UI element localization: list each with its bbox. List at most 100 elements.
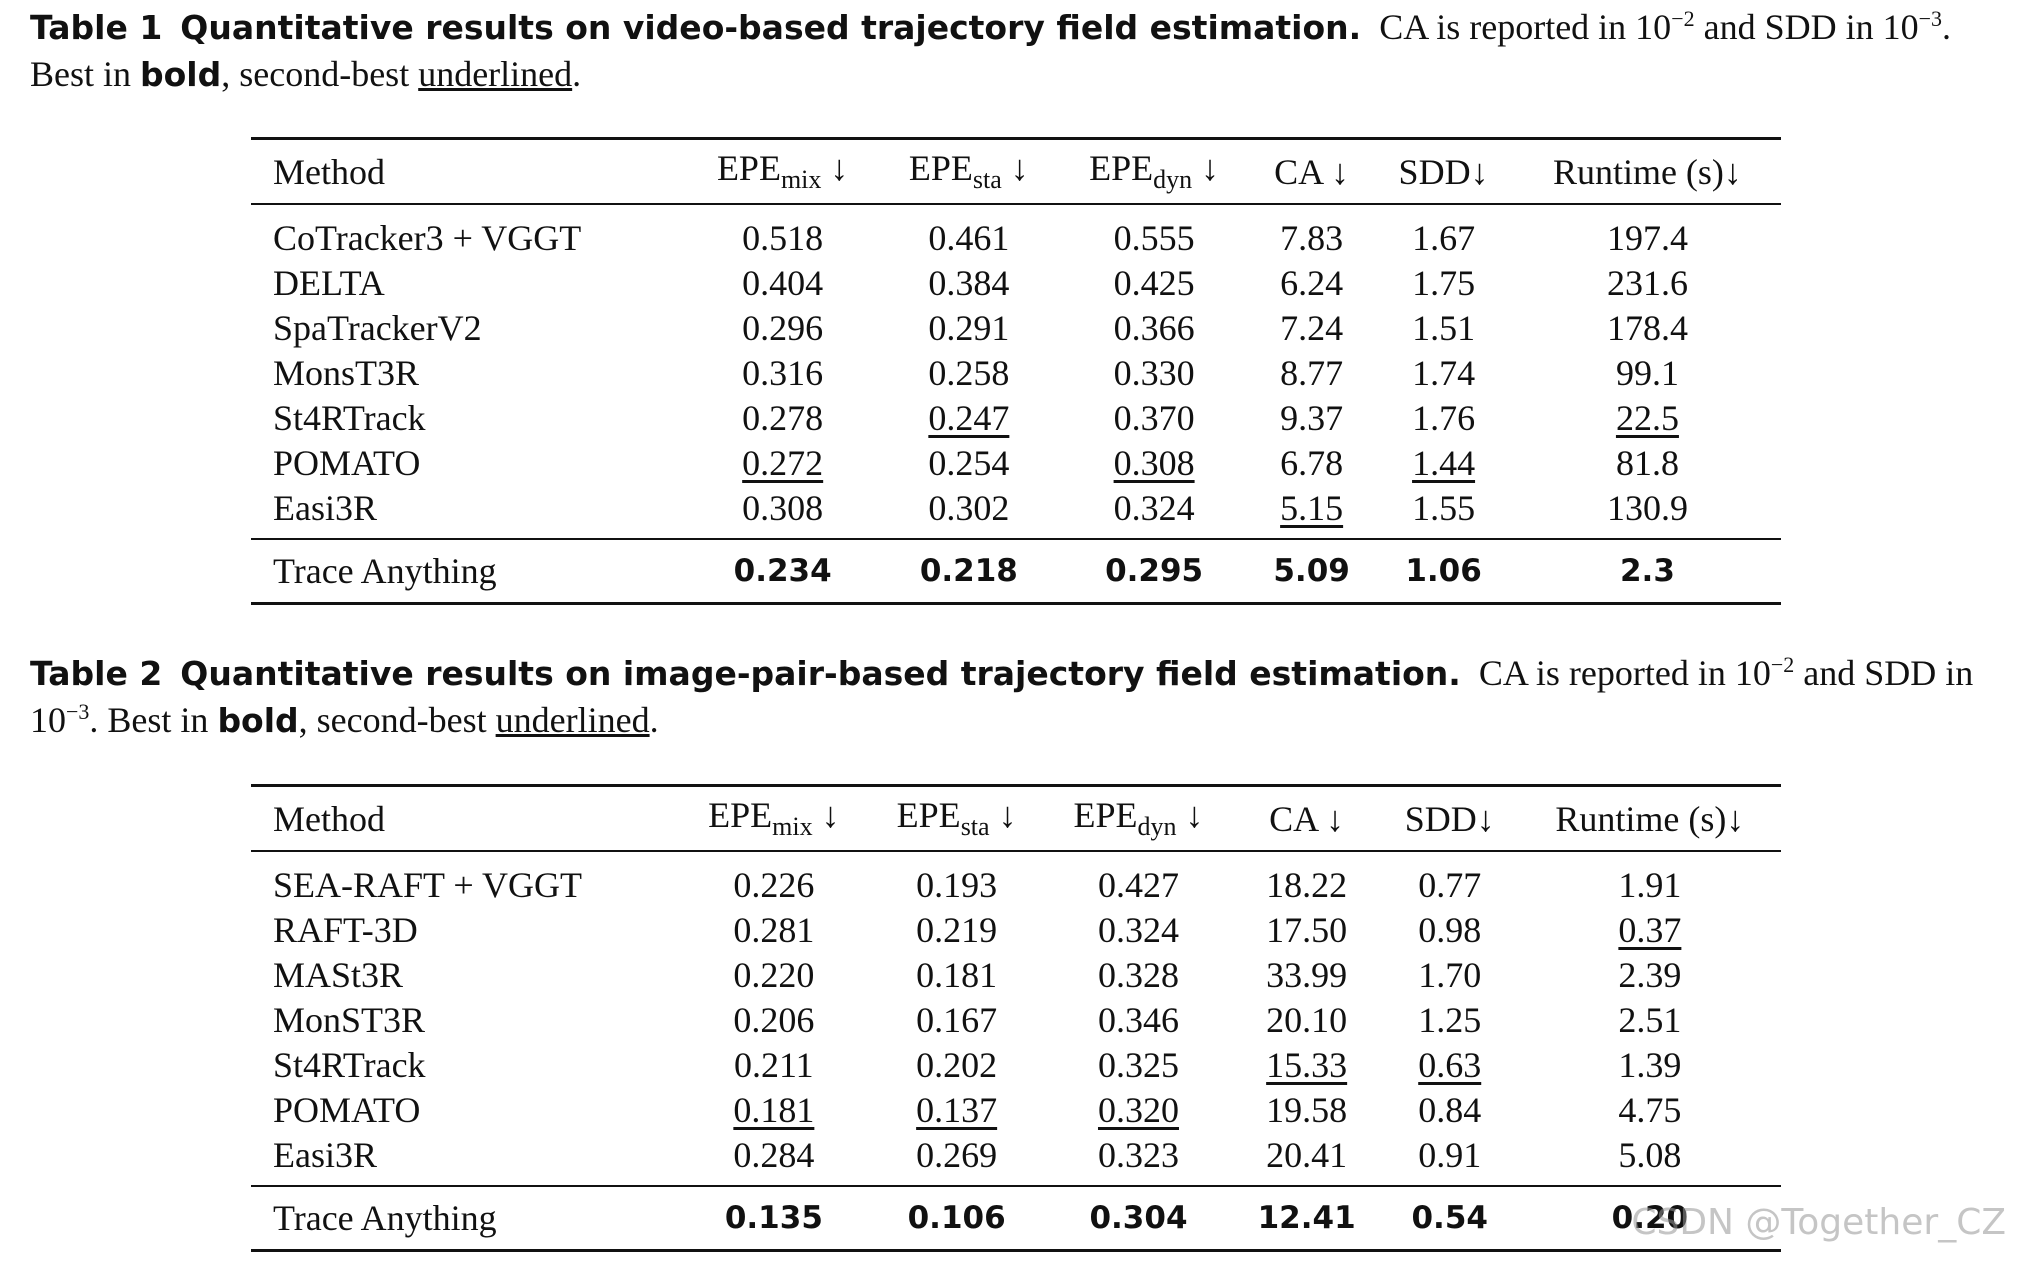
- table1-caption-text-b: and SDD in 10: [1703, 7, 1919, 47]
- cell-epe-dyn: 0.324: [1097, 909, 1179, 950]
- cell-epe-dyn: 0.427: [1097, 864, 1179, 905]
- cell-sdd: 1.76: [1412, 397, 1476, 438]
- cell-method: POMATO: [273, 442, 421, 483]
- cell-runtime: 197.4: [1606, 217, 1688, 258]
- table2-caption-exp-a: −2: [1770, 652, 1795, 677]
- cell-sdd: 0.98: [1418, 909, 1482, 950]
- cell-epe-mix: 0.220: [733, 954, 815, 995]
- cell-epe-sta: 0.291: [928, 307, 1010, 348]
- cell-epe-dyn: 0.425: [1113, 262, 1195, 303]
- cell-method: St4RTrack: [273, 1044, 426, 1085]
- header-ca: CA ↓: [1269, 798, 1345, 839]
- cell-epe-dyn: 0.308: [1058, 440, 1250, 485]
- header-method: Method: [273, 151, 385, 192]
- cell-runtime: 4.75: [1618, 1089, 1682, 1130]
- cell-epe-mix: 0.278: [742, 397, 824, 438]
- cell-epe-dyn: 0.366: [1113, 307, 1195, 348]
- cell-runtime: 5.08: [1618, 1134, 1682, 1175]
- table-row-final: Trace Anything 0.234 0.218 0.295 5.09 1.…: [251, 539, 1781, 604]
- cell-epe-mix: 0.226: [733, 864, 815, 905]
- table1-caption-bold-word: bold: [140, 55, 222, 94]
- table1-caption-text-a: CA is reported in 10: [1379, 7, 1672, 47]
- table1: Method EPEmix ↓ EPEsta ↓ EPEdyn ↓ CA ↓ S…: [251, 137, 1781, 605]
- cell-method: Easi3R: [273, 1134, 377, 1175]
- header-runtime: Runtime (s)↓: [1555, 798, 1745, 839]
- header-sdd: SDD↓: [1398, 151, 1489, 192]
- cell-epe-dyn: 0.370: [1113, 397, 1195, 438]
- table1-caption-exp-b: −3: [1918, 6, 1943, 31]
- table-row: St4RTrack 0.278 0.247 0.370 9.37 1.76 22…: [251, 395, 1781, 440]
- table-row: POMATO 0.272 0.254 0.308 6.78 1.44 81.8: [251, 440, 1781, 485]
- header-sdd: SDD↓: [1404, 798, 1495, 839]
- cell-runtime: 22.5: [1514, 395, 1781, 440]
- cell-epe-dyn: 0.330: [1113, 352, 1195, 393]
- table2-caption-text-e: .: [649, 700, 659, 740]
- cell-runtime: 1.91: [1618, 864, 1682, 905]
- header-epe-label: EPE: [1089, 148, 1154, 189]
- table2: Method EPEmix ↓ EPEsta ↓ EPEdyn ↓ CA ↓ S…: [251, 784, 1781, 1252]
- cell-runtime: 2.51: [1618, 999, 1682, 1040]
- table1-caption-underline-word: underlined: [418, 54, 573, 94]
- cell-method: SEA-RAFT + VGGT: [273, 864, 583, 905]
- cell-ca: 8.77: [1280, 352, 1344, 393]
- cell-ca-best: 12.41: [1257, 1200, 1356, 1236]
- header-sta-sub: sta: [972, 165, 1002, 195]
- table-row: MASt3R 0.220 0.181 0.328 33.99 1.70 2.39: [251, 952, 1781, 997]
- header-arrow: ↓: [1176, 795, 1204, 836]
- cell-sdd: 1.51: [1412, 307, 1476, 348]
- table2-header-row: Method EPEmix ↓ EPEsta ↓ EPEdyn ↓ CA ↓ S…: [251, 785, 1781, 852]
- second-best-value: 0.37: [1618, 909, 1682, 950]
- second-best-value: 0.272: [742, 442, 824, 483]
- cell-epe-dyn-best: 0.304: [1089, 1200, 1188, 1236]
- table-row: SEA-RAFT + VGGT 0.226 0.193 0.427 18.22 …: [251, 851, 1781, 907]
- cell-sdd: 1.44: [1373, 440, 1514, 485]
- cell-epe-mix-best: 0.234: [733, 553, 832, 589]
- cell-method: St4RTrack: [273, 397, 426, 438]
- cell-epe-sta: 0.384: [928, 262, 1010, 303]
- cell-epe-mix: 0.272: [686, 440, 880, 485]
- cell-epe-mix: 0.518: [742, 217, 824, 258]
- table2-caption: Table 2 Quantitative results on image-pa…: [30, 650, 2000, 744]
- cell-epe-sta: 0.202: [916, 1044, 998, 1085]
- header-method: Method: [273, 798, 385, 839]
- cell-epe-sta-best: 0.218: [919, 553, 1018, 589]
- cell-ca: 6.24: [1280, 262, 1344, 303]
- cell-sdd: 1.67: [1412, 217, 1476, 258]
- cell-epe-sta: 0.269: [916, 1134, 998, 1175]
- cell-epe-mix: 0.181: [679, 1087, 869, 1132]
- cell-ca: 18.22: [1266, 864, 1348, 905]
- cell-epe-mix: 0.308: [742, 487, 824, 528]
- table2-caption-text-c: . Best in: [89, 700, 209, 740]
- table2-caption-text-a: CA is reported in 10: [1478, 653, 1771, 693]
- table1-caption: Table 1 Quantitative results on video-ba…: [30, 4, 2000, 98]
- cell-ca: 15.33: [1233, 1042, 1381, 1087]
- watermark: CSDN @Together_CZ: [1631, 1202, 2006, 1243]
- cell-ca: 6.78: [1280, 442, 1344, 483]
- cell-sdd: 0.77: [1418, 864, 1482, 905]
- header-arrow: ↓: [1001, 148, 1029, 189]
- cell-runtime-best: 0.20: [1611, 1200, 1689, 1236]
- cell-ca: 7.24: [1280, 307, 1344, 348]
- header-ca: CA ↓: [1274, 151, 1350, 192]
- cell-method: Trace Anything: [273, 551, 497, 591]
- table-row: CoTracker3 + VGGT 0.518 0.461 0.555 7.83…: [251, 204, 1781, 260]
- header-epe-dyn: EPEdyn ↓: [1044, 786, 1232, 852]
- header-epe-label: EPE: [896, 795, 961, 836]
- header-arrow: ↓: [821, 148, 849, 189]
- header-dyn-sub: dyn: [1137, 812, 1177, 842]
- second-best-value: 15.33: [1266, 1044, 1348, 1085]
- cell-method: Trace Anything: [273, 1198, 497, 1238]
- header-epe-sta: EPEsta ↓: [879, 139, 1058, 205]
- second-best-value: 0.320: [1097, 1089, 1179, 1130]
- cell-method: MonsT3R: [273, 352, 420, 393]
- header-arrow: ↓: [989, 795, 1017, 836]
- header-epe-label: EPE: [908, 148, 973, 189]
- cell-epe-dyn: 0.320: [1044, 1087, 1232, 1132]
- table2-caption-title: Quantitative results on image-pair-based…: [180, 654, 1461, 693]
- cell-runtime: 231.6: [1606, 262, 1688, 303]
- second-best-value: 0.247: [928, 397, 1010, 438]
- second-best-value: 0.181: [733, 1089, 815, 1130]
- table2-caption-bold-word: bold: [217, 701, 299, 740]
- table-row: Easi3R 0.308 0.302 0.324 5.15 1.55 130.9: [251, 485, 1781, 539]
- cell-runtime: 130.9: [1606, 487, 1688, 528]
